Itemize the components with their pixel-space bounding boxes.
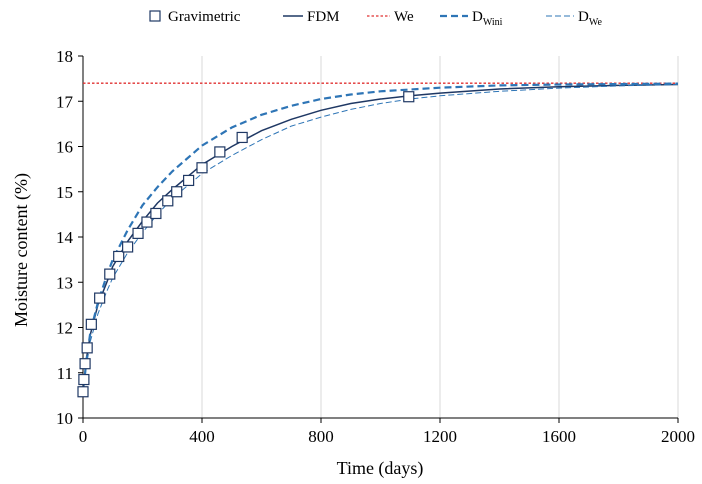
y-axis-label: Moisture content (%)	[11, 173, 32, 327]
gravimetric-point	[81, 342, 93, 354]
legend-item-dwini: DWini	[440, 9, 503, 28]
y-tick-label: 16	[56, 138, 73, 157]
x-tick-label: 2000	[661, 427, 695, 446]
legend-item-dwe: DWe	[546, 9, 602, 28]
y-tick-label: 15	[56, 183, 73, 202]
gravimetric-point	[94, 292, 106, 304]
gravimetric-point	[78, 373, 90, 386]
legend-label: We	[394, 9, 414, 25]
x-axis-label: Time (days)	[337, 458, 424, 479]
gravimetric-point	[79, 358, 91, 370]
legend-label: Gravimetric	[168, 9, 241, 25]
gravimetric-point	[162, 195, 174, 207]
gravimetric-point	[132, 227, 144, 239]
legend-item-fdm: FDM	[283, 9, 340, 25]
gravimetric-point	[171, 186, 183, 198]
legend-marker-gravimetric	[149, 10, 161, 22]
legend-label: DWini	[472, 9, 503, 28]
y-tick-label: 11	[57, 364, 73, 383]
series-line-fdm	[82, 83, 679, 396]
gravimetric-point	[403, 91, 415, 103]
axes	[78, 55, 679, 423]
gravimetric-point	[183, 174, 195, 187]
data-series	[77, 82, 679, 398]
y-tick-label: 13	[56, 273, 73, 292]
gravimetric-point	[113, 250, 125, 263]
gravimetric-point	[104, 268, 116, 280]
x-tick-label: 800	[308, 427, 334, 446]
legend: Gravimetric FDM We DWini DWe	[149, 9, 602, 28]
x-tick-label: 1600	[542, 427, 576, 446]
legend-item-gravimetric: Gravimetric	[149, 9, 241, 25]
gravimetric-point	[77, 386, 89, 398]
y-tick-label: 10	[56, 409, 73, 428]
grid-lines	[201, 56, 679, 418]
y-tick-label: 18	[56, 47, 73, 66]
x-tick-label: 0	[79, 427, 88, 446]
gravimetric-point	[214, 146, 226, 158]
gravimetric-point	[150, 207, 162, 220]
y-tick-label: 12	[56, 319, 73, 338]
legend-item-we: We	[367, 9, 414, 25]
tick-labels: 0 400 800 1200 1600 2000 10 11 12 13 14 15 16 17 18	[56, 47, 695, 446]
legend-label: FDM	[307, 9, 340, 25]
gravimetric-point	[85, 318, 97, 330]
gravimetric-point	[141, 216, 153, 228]
legend-label: DWe	[578, 9, 602, 28]
gravimetric-point	[122, 241, 134, 253]
y-tick-label: 14	[56, 228, 74, 247]
gravimetric-point	[236, 131, 248, 144]
series-line-dwe	[82, 84, 679, 396]
y-tick-label: 17	[56, 92, 74, 111]
x-tick-label: 1200	[423, 427, 457, 446]
gravimetric-point	[196, 162, 208, 174]
x-tick-label: 400	[189, 427, 215, 446]
series-line-dwini	[81, 82, 679, 396]
